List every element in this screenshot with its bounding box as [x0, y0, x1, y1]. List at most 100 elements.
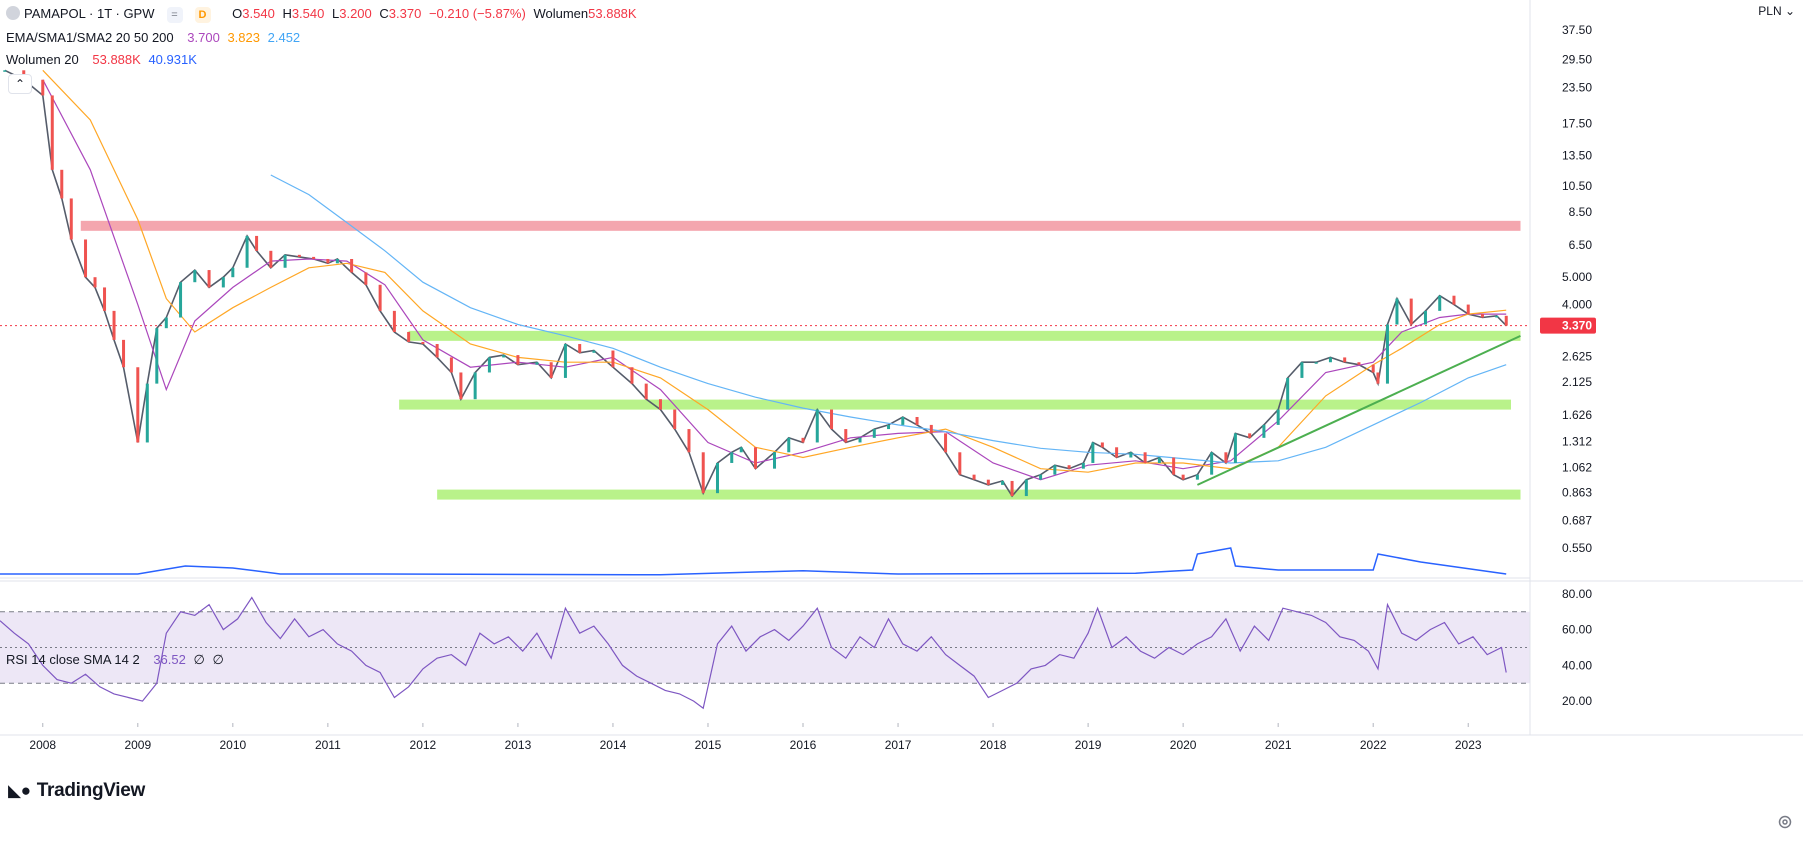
candle-mark: [1157, 457, 1161, 463]
candle-mark: [50, 95, 54, 170]
volume-pane: [0, 547, 1530, 579]
ohlc-low: 3.200: [339, 6, 372, 21]
candle-mark: [364, 272, 368, 285]
last-price-tag: [1540, 317, 1596, 334]
candle-mark: [1224, 452, 1228, 463]
candle-mark: [459, 372, 463, 400]
sma1-value: 3.823: [227, 30, 260, 45]
candle-mark: [231, 267, 235, 278]
candle-mark: [207, 270, 211, 288]
ohlc-high-label: H: [282, 6, 292, 21]
candle-mark: [1100, 442, 1104, 448]
equals-icon[interactable]: =: [166, 7, 183, 23]
candle-mark: [753, 447, 757, 469]
candle-mark: [1409, 298, 1413, 325]
candle-mark: [1286, 377, 1290, 410]
candle-mark: [1143, 452, 1147, 463]
candle-mark: [1053, 465, 1057, 475]
candle-mark: [630, 367, 634, 384]
support-zone: [399, 399, 1511, 410]
tradingview-logo[interactable]: ◣● TradingView: [8, 780, 145, 802]
series-close-line: [4, 69, 1507, 498]
candle-mark: [516, 355, 520, 365]
candle-mark: [730, 452, 734, 463]
currency-selector[interactable]: PLN ⌄: [1758, 4, 1795, 18]
volume-value: 53.888K: [588, 6, 637, 21]
candle-mark: [145, 383, 149, 443]
candle-mark: [858, 437, 862, 443]
sma2-value: 2.452: [267, 30, 301, 45]
rsi-line: [0, 596, 1507, 710]
x-tick-label: 2022: [1360, 738, 1387, 752]
candle-mark: [1039, 474, 1043, 480]
candle-mark: [312, 256, 316, 259]
tradingview-mark-icon: ◣●: [8, 781, 31, 800]
candle-mark: [1233, 433, 1237, 463]
candle-mark: [473, 372, 477, 400]
candle-mark: [739, 447, 743, 453]
ohlc-close: 3.370: [388, 6, 422, 21]
candle-mark: [1024, 479, 1028, 497]
candle-mark: [297, 254, 301, 257]
y-tick-label: 0.550: [1562, 541, 1592, 555]
symbol-title[interactable]: PAMAPOL · 1T · GPW: [24, 6, 155, 21]
y-tick-label: 6.50: [1569, 238, 1593, 252]
volume-label: Wolumen: [533, 6, 589, 21]
y-tick-label: 0.863: [1562, 486, 1592, 500]
gear-icon[interactable]: [1777, 814, 1793, 830]
delay-badge[interactable]: D: [194, 7, 211, 23]
candle-mark: [350, 258, 354, 273]
candle-mark: [193, 270, 197, 283]
candle-mark: [929, 424, 933, 434]
collapse-legend-button[interactable]: ⌃: [8, 74, 32, 94]
volume-legend[interactable]: Wolumen 20 53.888K 40.931K: [6, 52, 201, 67]
candle-mark: [844, 429, 848, 443]
candle-mark: [972, 474, 976, 480]
candle-mark: [815, 409, 819, 443]
volume-legend-label: Wolumen 20: [6, 52, 79, 67]
candle-mark: [1262, 424, 1266, 438]
price-series: [3, 69, 1521, 498]
y-tick-label: 2.125: [1562, 375, 1592, 389]
series-sma2-line: [270, 174, 1507, 464]
rsi-tick-label: 60.00: [1562, 623, 1592, 637]
axes: 2008 2009 2010 2011 2012 2013 2014 2015 2016 2017…: [0, 0, 1803, 752]
symbol-legend: PAMAPOL · 1T · GPW = D O3.540 H3.540 L3.20…: [6, 6, 641, 23]
rsi-tick-label: 40.00: [1562, 658, 1592, 672]
candle-mark: [421, 341, 425, 345]
candle-mark: [449, 357, 453, 373]
y-tick-label: 1.626: [1562, 408, 1592, 422]
candle-mark: [1210, 452, 1214, 475]
candle-mark: [1328, 357, 1332, 363]
ohlc-high: 3.540: [291, 6, 325, 21]
volume-legend-value: 53.888K: [92, 52, 141, 67]
x-tick-label: 2014: [600, 738, 627, 752]
ema-legend[interactable]: EMA/SMA1/SMA2 20 50 200 3.700 3.823 2.45…: [6, 30, 304, 45]
y-tick-label: 17.50: [1562, 117, 1592, 131]
candle-mark: [1452, 295, 1456, 305]
candle-mark: [1357, 362, 1361, 365]
x-tick-label: 2020: [1170, 738, 1197, 752]
y-tick-label: 37.50: [1562, 23, 1592, 37]
volume-ma-line: [0, 547, 1507, 576]
candle-mark: [801, 437, 805, 443]
candle-mark: [1115, 447, 1119, 458]
x-tick-label: 2021: [1265, 738, 1292, 752]
candle-mark: [136, 367, 140, 443]
y-tick-label: 1.062: [1562, 460, 1592, 474]
candle-mark: [269, 250, 273, 268]
candle-mark: [872, 429, 876, 438]
candle-mark: [1504, 315, 1508, 326]
rsi-legend[interactable]: RSI 14 close SMA 14 2 36.52 ∅ ∅: [6, 652, 228, 668]
candle-mark: [578, 344, 582, 353]
tradingview-wordmark: TradingView: [36, 780, 146, 801]
x-tick-label: 2018: [980, 738, 1007, 752]
x-tick-label: 2019: [1075, 738, 1102, 752]
candle-mark: [958, 452, 962, 475]
chevron-up-icon: ⌃: [14, 77, 26, 91]
x-tick-label: 2015: [695, 738, 722, 752]
x-tick-label: 2023: [1455, 738, 1482, 752]
candle-mark: [1371, 364, 1375, 373]
candle-mark: [915, 416, 919, 425]
